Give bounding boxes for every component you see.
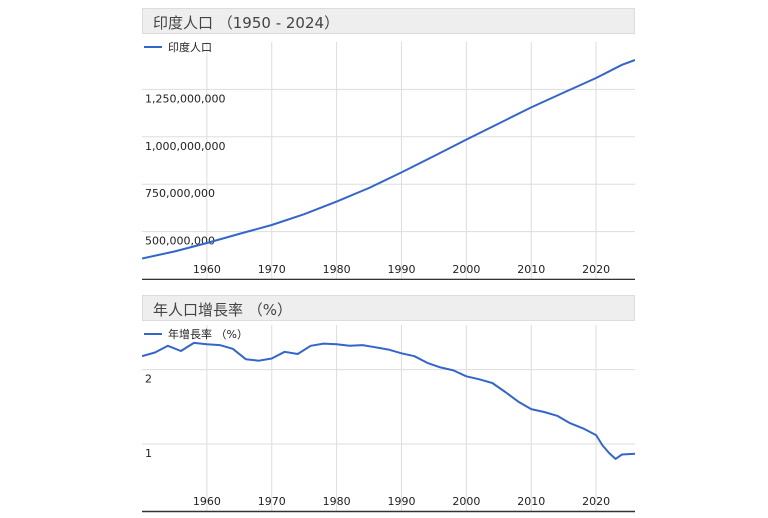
population-chart: 250,000,000500,000,000750,000,0001,000,0… — [142, 40, 635, 280]
growth-xtick-label: 1980 — [323, 495, 351, 508]
growth-ytick-label: 2 — [145, 373, 152, 386]
population-chart-panel: 印度人口 （1950 - 2024） 250,000,000500,000,00… — [142, 8, 635, 280]
growth-xtick-label: 2000 — [452, 495, 480, 508]
population-chart-title: 印度人口 （1950 - 2024） — [153, 14, 340, 32]
population-xtick-label: 1960 — [193, 263, 221, 276]
growth-xtick-label: 1990 — [387, 495, 415, 508]
growth-chart: 1 2 1960 1970 1980 1990 2000 2010 2020 年增長率 （%） — [142, 325, 635, 513]
population-ytick-label: 500,000,000 — [145, 235, 215, 248]
growth-xtick-label: 1970 — [258, 495, 286, 508]
population-ytick-label: 1,250,000,000 — [145, 92, 225, 105]
population-xtick-label: 1980 — [323, 263, 351, 276]
population-xtick-label: 2000 — [452, 263, 480, 276]
growth-chart-title-bar: 年人口增長率 （%） — [142, 295, 635, 321]
population-series-line — [142, 59, 635, 260]
growth-xtick-label: 2020 — [582, 495, 610, 508]
growth-xtick-label: 2010 — [517, 495, 545, 508]
population-chart-title-bar: 印度人口 （1950 - 2024） — [142, 8, 635, 34]
growth-series-line — [142, 341, 635, 460]
growth-xtick-label: 1960 — [193, 495, 221, 508]
population-xtick-label: 2020 — [582, 263, 610, 276]
population-xtick-label: 1970 — [258, 263, 286, 276]
population-xtick-label: 1990 — [387, 263, 415, 276]
growth-legend-label: 年增長率 （%） — [168, 327, 248, 341]
population-ytick-label: 1,000,000,000 — [145, 140, 225, 153]
growth-chart-panel: 年人口增長率 （%） 1 2 1960 1970 1980 1990 2000 2010 202… — [142, 295, 635, 513]
population-legend-label: 印度人口 — [168, 40, 212, 54]
growth-chart-title: 年人口增長率 （%） — [153, 301, 293, 319]
growth-ytick-label: 1 — [145, 447, 152, 460]
population-ytick-label: 750,000,000 — [145, 187, 215, 200]
population-xtick-label: 2010 — [517, 263, 545, 276]
